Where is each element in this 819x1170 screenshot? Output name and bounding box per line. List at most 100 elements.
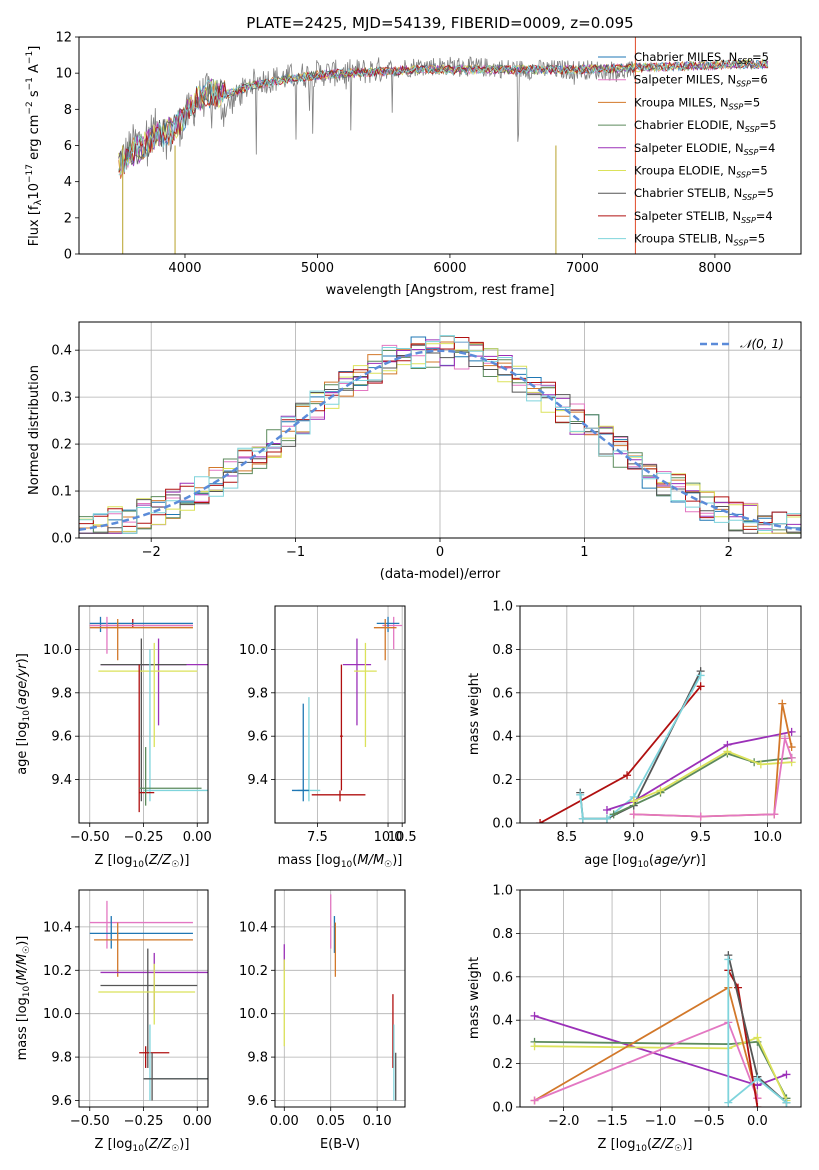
age-z-xlabel: Z [log10(Z/Z☉)] bbox=[95, 853, 190, 870]
mass-z-ylabel: mass [log10(M/M☉)] bbox=[15, 936, 32, 1061]
x-tick-label: 1 bbox=[580, 545, 588, 560]
weight-point-marker bbox=[578, 814, 587, 823]
y-tick-label: 0.2 bbox=[492, 1057, 513, 1072]
y-tick-label: 8 bbox=[64, 103, 72, 118]
x-tick-label: −1.0 bbox=[645, 1114, 677, 1129]
y-tick-label: 9.6 bbox=[247, 1094, 268, 1109]
weight-lines bbox=[530, 951, 791, 1107]
y-tick-label: 0.4 bbox=[51, 344, 72, 359]
residual-ylabel: Normed distribution bbox=[27, 365, 42, 495]
axes-frame bbox=[78, 36, 802, 255]
x-tick-label: −1 bbox=[286, 545, 305, 560]
y-tick-label: 9.8 bbox=[247, 1051, 268, 1066]
y-tick-label: 9.8 bbox=[51, 1051, 72, 1066]
histogram-step bbox=[79, 343, 801, 534]
weight-point-marker bbox=[602, 814, 611, 823]
y-tick-label: 0.2 bbox=[492, 773, 513, 788]
x-tick-label: −2.0 bbox=[548, 1114, 580, 1129]
weight-age-ylabel: mass weight bbox=[467, 673, 482, 755]
legend-label: Kroupa MILES, NSSP=5 bbox=[634, 95, 760, 111]
y-tick-label: 0.6 bbox=[492, 970, 513, 985]
weight-vs-age-panel: 8.5 9.0 9.5 10.0 0.0 0.2 0.4 0.6 0.8 1.0 bbox=[492, 600, 802, 845]
x-tick-label: 0.10 bbox=[363, 1114, 392, 1129]
y-tick-label: 10.0 bbox=[239, 643, 268, 658]
histogram-step bbox=[79, 337, 801, 530]
crosses bbox=[89, 900, 208, 1101]
y-tick-label: 0.0 bbox=[492, 1101, 513, 1116]
y-tick-label: 10.0 bbox=[43, 1007, 72, 1022]
mass-z-xlabel: Z [log10(Z/Z☉)] bbox=[95, 1137, 190, 1154]
weight-point-marker bbox=[787, 753, 796, 762]
weight-point-marker bbox=[530, 1042, 539, 1051]
legend-label: Salpeter STELIB, NSSP=4 bbox=[634, 209, 773, 225]
crosses bbox=[291, 616, 403, 802]
weight-z-xlabel: Z [log10(Z/Z☉)] bbox=[598, 1137, 693, 1154]
axes-frame bbox=[519, 889, 802, 1108]
x-tick-label: 7.5 bbox=[307, 830, 328, 845]
spectrum-legend: Chabrier MILES, NSSP=5 Salpeter MILES, NS… bbox=[598, 50, 776, 248]
y-tick-label: 10 bbox=[55, 67, 72, 82]
age-vs-z-panel: −0.50 −0.25 0.00 9.4 9.6 9.8 10.0 bbox=[43, 605, 212, 845]
svg-text:Flux [fλ10−17 erg cm−2 s−1 A−1: Flux [fλ10−17 erg cm−2 s−1 A−1] bbox=[25, 46, 44, 247]
crosses bbox=[89, 616, 208, 813]
weight-point-marker bbox=[753, 1094, 762, 1103]
axes-frame bbox=[274, 605, 406, 824]
axes-frame bbox=[274, 889, 406, 1108]
y-tick-label: 9.4 bbox=[51, 773, 72, 788]
x-tick-label: −0.25 bbox=[124, 1114, 164, 1129]
y-tick-label: 2 bbox=[64, 211, 72, 226]
age-z-ylabel: age [log10(age/yr)] bbox=[15, 653, 32, 775]
weight-point-marker bbox=[770, 810, 779, 819]
axes-frame bbox=[78, 605, 209, 824]
weight-point-marker bbox=[656, 786, 665, 795]
y-tick-label: 12 bbox=[55, 31, 72, 46]
y-tick-label: 0.6 bbox=[492, 686, 513, 701]
axes-frame bbox=[519, 605, 802, 824]
x-tick-label: 6000 bbox=[433, 261, 466, 276]
x-tick-label: 9.0 bbox=[623, 830, 644, 845]
y-tick-label: 10.2 bbox=[43, 964, 72, 979]
weight-point-marker bbox=[696, 682, 705, 691]
residual-xlabel: (data-model)/error bbox=[380, 567, 501, 582]
weight-point-marker bbox=[753, 1074, 762, 1083]
weight-vs-z-panel: −2.0 −1.5 −1.0 −0.5 0.0 0.0 0.2 0.4 0.6 0.8 1.0 bbox=[492, 884, 802, 1129]
legend-label: Chabrier ELODIE, NSSP=5 bbox=[634, 118, 776, 134]
spectrum-panel: 4000 5000 6000 7000 8000 0 2 4 6 8 10 12 bbox=[55, 31, 802, 276]
x-tick-label: −0.5 bbox=[693, 1114, 725, 1129]
y-tick-label: 10.4 bbox=[43, 920, 72, 935]
weight-point-marker bbox=[778, 699, 787, 708]
weight-point-marker bbox=[756, 760, 765, 769]
x-tick-label: 0.05 bbox=[316, 1114, 345, 1129]
y-tick-label: 9.8 bbox=[51, 686, 72, 701]
weight-point-marker bbox=[723, 747, 732, 756]
gaussian-curve bbox=[79, 349, 801, 532]
y-tick-label: 9.6 bbox=[51, 730, 72, 745]
x-tick-label: 7000 bbox=[566, 261, 599, 276]
weight-point-marker bbox=[536, 819, 545, 823]
weight-point-marker bbox=[696, 812, 705, 821]
mass-vs-ebv-panel: 0.00 0.05 0.10 9.6 9.8 10.0 10.2 10.4 bbox=[239, 889, 406, 1129]
weight-point-marker bbox=[753, 1033, 762, 1042]
y-tick-label: 0.1 bbox=[51, 485, 72, 500]
weight-point-marker bbox=[787, 743, 796, 752]
legend-label: Salpeter MILES, NSSP=6 bbox=[634, 73, 768, 89]
mass-ebv-xlabel: E(B-V) bbox=[320, 1137, 360, 1152]
weight-point-marker bbox=[623, 771, 632, 780]
y-tick-label: 0.0 bbox=[51, 532, 72, 547]
weight-point-marker bbox=[782, 1098, 791, 1107]
y-tick-label: 1.0 bbox=[492, 884, 513, 899]
x-tick-label: 10.5 bbox=[388, 830, 417, 845]
x-tick-label: 9.5 bbox=[690, 830, 711, 845]
spectrum-lines bbox=[118, 37, 769, 254]
y-tick-label: 0.8 bbox=[492, 927, 513, 942]
mass-vs-z-panel: −0.50 −0.25 0.00 9.6 9.8 10.0 10.2 10.4 bbox=[43, 889, 212, 1129]
x-tick-label: 10.0 bbox=[753, 830, 782, 845]
weight-point-marker bbox=[629, 810, 638, 819]
weight-point-marker bbox=[724, 1098, 733, 1107]
y-tick-label: 0.8 bbox=[492, 643, 513, 658]
x-tick-label: 4000 bbox=[168, 261, 201, 276]
x-tick-label: 0 bbox=[436, 545, 444, 560]
figure-title: PLATE=2425, MJD=54139, FIBERID=0009, z=0… bbox=[246, 14, 633, 32]
weight-point-marker bbox=[782, 1070, 791, 1079]
y-tick-label: 9.8 bbox=[247, 686, 268, 701]
